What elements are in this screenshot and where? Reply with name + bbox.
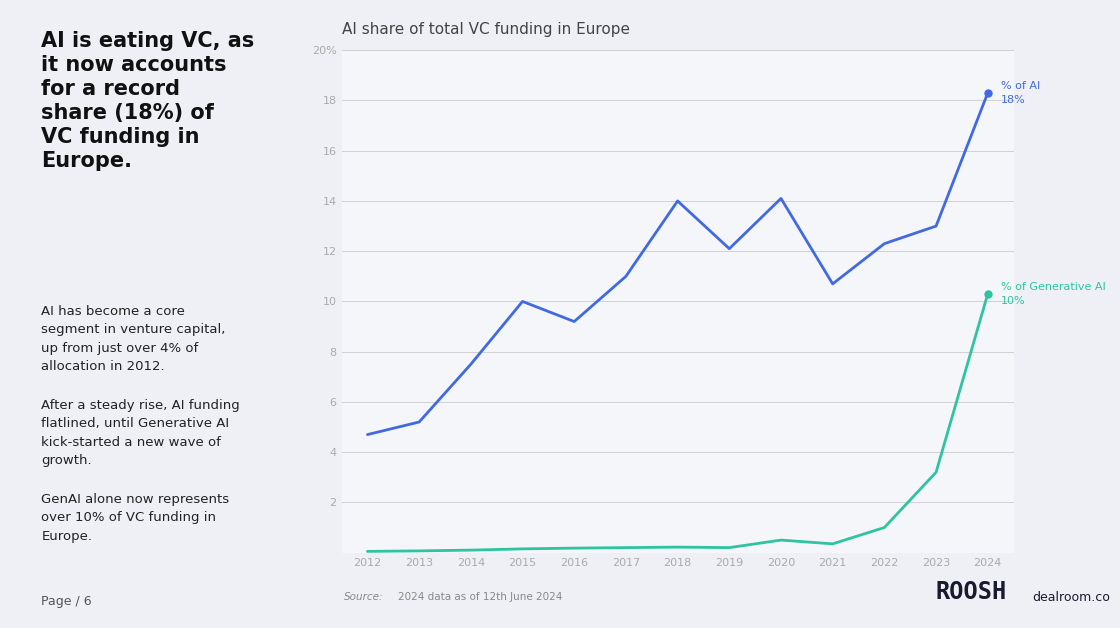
Text: AI has become a core
segment in venture capital,
up from just over 4% of
allocat: AI has become a core segment in venture … [41,305,226,373]
Text: AI is eating VC, as
it now accounts
for a record
share (18%) of
VC funding in
Eu: AI is eating VC, as it now accounts for … [41,31,254,171]
Text: dealroom.co: dealroom.co [1033,591,1111,604]
Text: % of Generative AI
10%: % of Generative AI 10% [1000,283,1105,305]
Text: % of AI
18%: % of AI 18% [1000,82,1040,104]
Text: Page / 6: Page / 6 [41,595,92,608]
Text: GenAI alone now represents
over 10% of VC funding in
Europe.: GenAI alone now represents over 10% of V… [41,493,230,543]
Text: AI share of total VC funding in Europe: AI share of total VC funding in Europe [342,21,629,36]
Text: 2024 data as of 12th June 2024: 2024 data as of 12th June 2024 [398,592,562,602]
Text: After a steady rise, AI funding
flatlined, until Generative AI
kick-started a ne: After a steady rise, AI funding flatline… [41,399,241,467]
Text: ROOSH: ROOSH [935,580,1007,604]
Text: Source:: Source: [344,592,383,602]
